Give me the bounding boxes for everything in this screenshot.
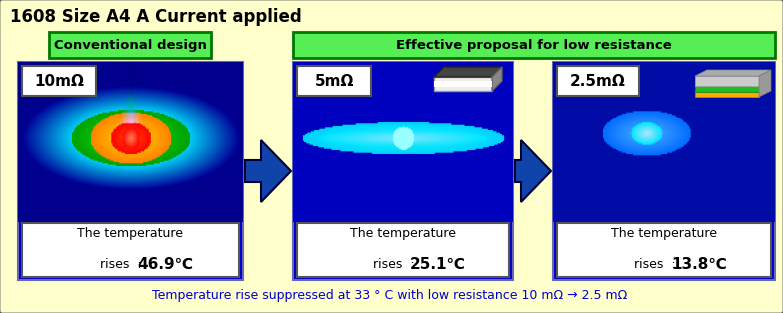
FancyBboxPatch shape [22, 66, 96, 96]
Text: 46.9℃: 46.9℃ [137, 256, 193, 271]
Polygon shape [759, 70, 771, 97]
Polygon shape [695, 80, 771, 86]
Text: Conventional design: Conventional design [53, 38, 207, 52]
FancyBboxPatch shape [18, 62, 243, 280]
FancyBboxPatch shape [297, 223, 509, 277]
Text: 1608 Size A4 A Current applied: 1608 Size A4 A Current applied [10, 8, 301, 26]
Polygon shape [695, 70, 771, 76]
Polygon shape [492, 67, 502, 91]
FancyBboxPatch shape [22, 223, 239, 277]
Polygon shape [434, 77, 492, 91]
Text: The temperature: The temperature [77, 228, 183, 240]
FancyBboxPatch shape [293, 62, 513, 280]
Text: rises  :: rises : [373, 258, 423, 270]
FancyBboxPatch shape [557, 66, 639, 96]
Text: 5mΩ: 5mΩ [314, 74, 354, 89]
Polygon shape [695, 76, 759, 86]
FancyBboxPatch shape [557, 223, 771, 277]
Text: rises  :: rises : [100, 258, 150, 270]
Polygon shape [695, 86, 759, 92]
FancyBboxPatch shape [49, 32, 211, 58]
Polygon shape [434, 67, 502, 77]
Polygon shape [695, 92, 759, 97]
Polygon shape [245, 140, 291, 202]
FancyBboxPatch shape [293, 32, 775, 58]
FancyBboxPatch shape [434, 81, 492, 87]
Polygon shape [515, 140, 551, 202]
Text: Temperature rise suppressed at 33 ° C with low resistance 10 mΩ → 2.5 mΩ: Temperature rise suppressed at 33 ° C wi… [153, 290, 628, 302]
FancyBboxPatch shape [553, 62, 775, 280]
Text: 13.8℃: 13.8℃ [671, 256, 727, 271]
Text: The temperature: The temperature [350, 228, 456, 240]
Text: Effective proposal for low resistance: Effective proposal for low resistance [396, 38, 672, 52]
Text: 2.5mΩ: 2.5mΩ [570, 74, 626, 89]
Text: 10mΩ: 10mΩ [34, 74, 84, 89]
Text: The temperature: The temperature [611, 228, 717, 240]
FancyBboxPatch shape [297, 66, 371, 96]
Polygon shape [695, 86, 771, 92]
Text: rises  :: rises : [634, 258, 684, 270]
Text: 25.1℃: 25.1℃ [410, 256, 466, 271]
